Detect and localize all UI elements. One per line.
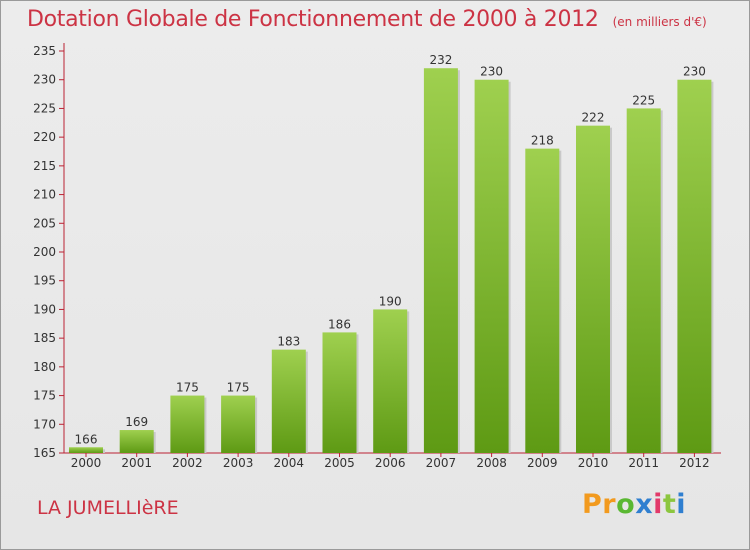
- bar: [576, 125, 610, 454]
- y-tick-label: 210: [33, 188, 56, 202]
- x-tick-label: 2003: [223, 456, 254, 470]
- y-tick-label: 175: [33, 389, 56, 403]
- data-label: 225: [632, 93, 655, 107]
- data-label: 190: [379, 294, 402, 308]
- x-tick-label: 2000: [71, 456, 102, 470]
- title-text: Dotation Globale de Fonctionnement de 20…: [27, 7, 599, 32]
- data-label: 183: [277, 335, 300, 349]
- x-tick-label: 2004: [274, 456, 305, 470]
- data-label: 175: [176, 381, 199, 395]
- y-tick-label: 180: [33, 360, 56, 374]
- bar: [69, 447, 103, 453]
- logo-letter: t: [662, 489, 677, 520]
- bar: [170, 395, 205, 453]
- y-tick-label: 215: [33, 159, 56, 173]
- chart-axes: 165 170 175 180 185 190 195 200 205 210 215 220 225 2…: [33, 43, 721, 470]
- logo-letter: r: [602, 489, 617, 520]
- logo-letter: x: [635, 489, 654, 520]
- bar: [626, 108, 661, 453]
- bar: [525, 148, 560, 453]
- x-tick-label: 2012: [679, 456, 710, 470]
- bar: [322, 332, 357, 453]
- commune-name: LA JUMELLIèRE: [37, 497, 179, 519]
- logo-letter: i: [653, 489, 663, 520]
- y-tick-label: 190: [33, 302, 56, 316]
- bar: [677, 79, 712, 453]
- chart-title: Dotation Globale de Fonctionnement de 20…: [27, 7, 707, 32]
- bar: [373, 309, 408, 453]
- x-tick-label: 2010: [578, 456, 609, 470]
- proxiti-logo: Proxiti: [582, 489, 686, 520]
- data-label: 230: [683, 65, 706, 79]
- data-label: 175: [227, 381, 250, 395]
- data-label: 169: [125, 415, 148, 429]
- title-unit: (en milliers d'€): [612, 15, 707, 29]
- bar: [423, 68, 458, 453]
- logo-letter: o: [616, 489, 636, 520]
- y-tick-label: 195: [33, 274, 56, 288]
- data-label: 218: [531, 134, 554, 148]
- x-tick-label: 2008: [476, 456, 507, 470]
- x-tick-label: 2009: [527, 456, 558, 470]
- y-tick-label: 230: [33, 73, 56, 87]
- y-tick-label: 220: [33, 130, 56, 144]
- x-tick-label: 2005: [324, 456, 355, 470]
- bar: [119, 430, 154, 453]
- y-tick-label: 170: [33, 417, 56, 431]
- y-tick-label: 185: [33, 331, 56, 345]
- y-tick-label: 205: [33, 216, 56, 230]
- logo-letter: P: [582, 489, 603, 520]
- x-tick-label: 2001: [121, 456, 152, 470]
- chart-data-labels: 166 169 175 175 183 186 190 232 230 218 222 225 230: [75, 53, 706, 446]
- data-label: 186: [328, 317, 351, 331]
- x-tick-label: 2006: [375, 456, 406, 470]
- bar: [474, 79, 509, 453]
- y-tick-label: 235: [33, 44, 56, 58]
- y-tick-label: 200: [33, 245, 56, 259]
- chart-bars: [69, 68, 714, 454]
- data-label: 232: [429, 53, 452, 67]
- data-label: 166: [75, 432, 98, 446]
- y-tick-label: 225: [33, 101, 56, 115]
- x-tick-label: 2007: [426, 456, 457, 470]
- bar: [221, 395, 256, 453]
- x-tick-label: 2002: [172, 456, 203, 470]
- x-tick-label: 2011: [628, 456, 659, 470]
- data-label: 222: [582, 111, 605, 125]
- data-label: 230: [480, 65, 503, 79]
- y-tick-label: 165: [33, 446, 56, 460]
- logo-letter: i: [676, 489, 687, 520]
- bar: [271, 349, 306, 453]
